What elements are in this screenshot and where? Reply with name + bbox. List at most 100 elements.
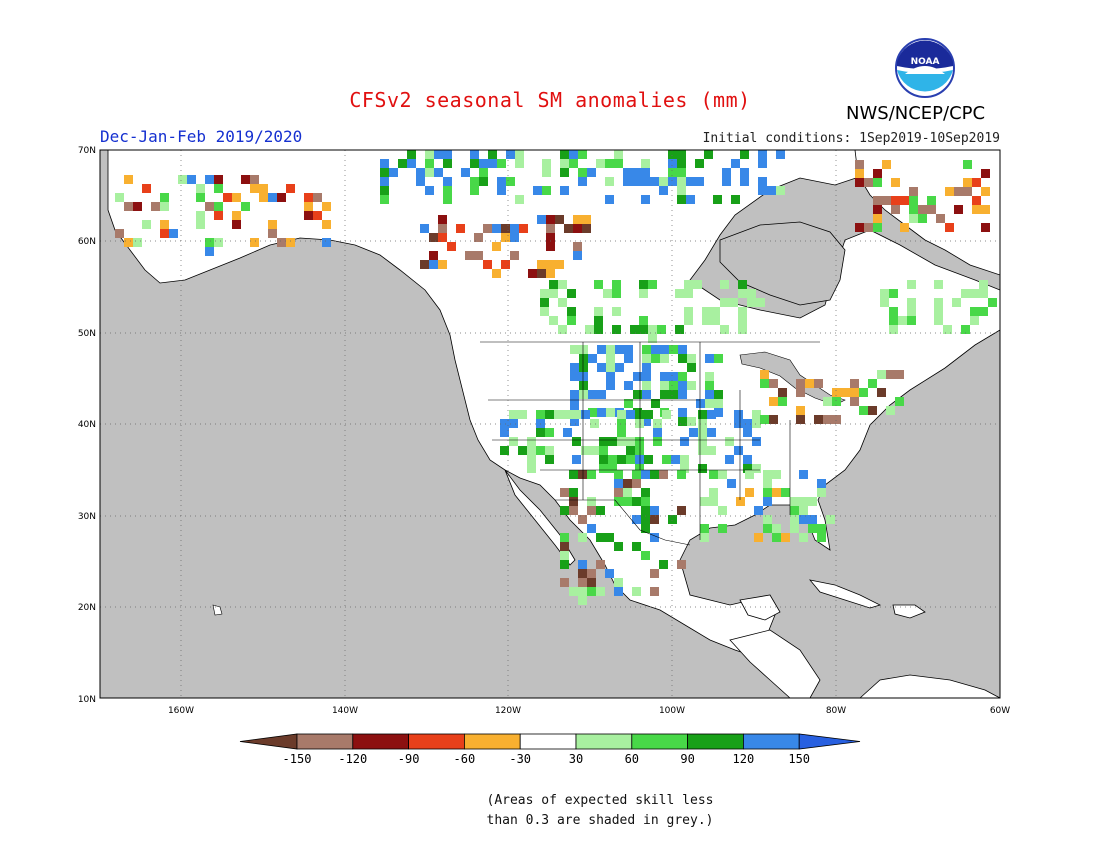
longitude-labels: 160W 140W 120W 100W 80W 60W [168,706,1010,716]
anomaly-cell [429,251,438,260]
anomaly-cell [970,289,979,298]
colorbar-label: -60 [454,752,476,766]
anomaly-cell [677,470,686,479]
anomaly-cell [542,159,551,168]
anomaly-cell [560,542,569,551]
anomaly-cell [567,307,576,316]
anomaly-cell [718,470,727,479]
anomaly-cell [438,215,447,224]
anomaly-cell [698,428,707,437]
anomaly-cell [500,428,509,437]
anomaly-cell [763,524,772,533]
anomaly-cell [599,437,608,446]
anomaly-cell [232,193,241,202]
anomaly-cell [687,381,696,390]
anomaly-cell [596,506,605,515]
anomaly-cell [313,193,322,202]
anomaly-cell [641,177,650,186]
lat-label: 50N [78,329,96,339]
anomaly-cell [560,551,569,560]
anomaly-cell [736,497,745,506]
anomaly-cell [778,388,787,397]
anomaly-cell [678,372,687,381]
anomaly-cell [909,187,918,196]
anomaly-cell [612,307,621,316]
anomaly-cell [979,280,988,289]
anomaly-cell [133,202,142,211]
anomaly-cell [536,419,545,428]
anomaly-cell [438,260,447,269]
anomaly-cell [781,533,790,542]
anomaly-cell [832,415,841,424]
anomaly-cell [558,298,567,307]
anomaly-cell [859,388,868,397]
anomaly-cell [537,269,546,278]
anomaly-cell [124,202,133,211]
anomaly-cell [731,159,740,168]
anomaly-cell [268,220,277,229]
anomaly-cell [895,397,904,406]
anomaly-cell [277,238,286,247]
anomaly-cell [718,506,727,515]
anomaly-cell [479,159,488,168]
anomaly-cell [416,168,425,177]
anomaly-cell [918,214,927,223]
anomaly-cell [700,524,709,533]
anomaly-cell [380,159,389,168]
anomaly-cell [614,542,623,551]
anomaly-cell [624,354,633,363]
anomaly-cell [669,345,678,354]
anomaly-cell [286,238,295,247]
anomaly-cell [578,596,587,605]
anomaly-cell [169,229,178,238]
anomaly-cell [641,524,650,533]
anomaly-cell [573,251,582,260]
anomaly-cell [963,178,972,187]
anomaly-cell [659,560,668,569]
anomaly-cell [549,316,558,325]
anomaly-cell [585,325,594,334]
anomaly-cell [714,408,723,417]
anomaly-cell [868,406,877,415]
anomaly-cell [660,381,669,390]
anomaly-cell [707,446,716,455]
anomaly-cell [702,316,711,325]
anomaly-cell [563,410,572,419]
anomaly-cell [510,224,519,233]
anomaly-cell [763,497,772,506]
anomaly-cell [873,214,882,223]
anomaly-cell [740,168,749,177]
anomaly-cell [981,187,990,196]
anomaly-cell [527,446,536,455]
anomaly-cell [633,390,642,399]
anomaly-cell [763,488,772,497]
anomaly-cell [772,524,781,533]
anomaly-cell [178,175,187,184]
anomaly-cell [537,260,546,269]
anomaly-cell [578,150,587,159]
anomaly-cell [805,379,814,388]
anomaly-cell [569,150,578,159]
anomaly-cell [864,223,873,232]
anomaly-cell [614,497,623,506]
anomaly-cell [594,280,603,289]
anomaly-cell [641,195,650,204]
anomaly-cell [259,193,268,202]
anomaly-cell [596,587,605,596]
anomaly-cell [650,506,659,515]
anomaly-cell [594,325,603,334]
anomaly-cell [304,202,313,211]
anomaly-cell [573,242,582,251]
anomaly-cell [641,515,650,524]
anomaly-cell [760,370,769,379]
anomaly-cell [205,247,214,256]
anomaly-cell [760,379,769,388]
anomaly-cell [714,354,723,363]
anomaly-cell [241,175,250,184]
anomaly-cell [934,316,943,325]
anomaly-cell [470,177,479,186]
anomaly-cell [443,177,452,186]
colorbar-arrow-low [239,733,298,750]
anomaly-cell [509,437,518,446]
anomaly-cell [570,417,579,426]
